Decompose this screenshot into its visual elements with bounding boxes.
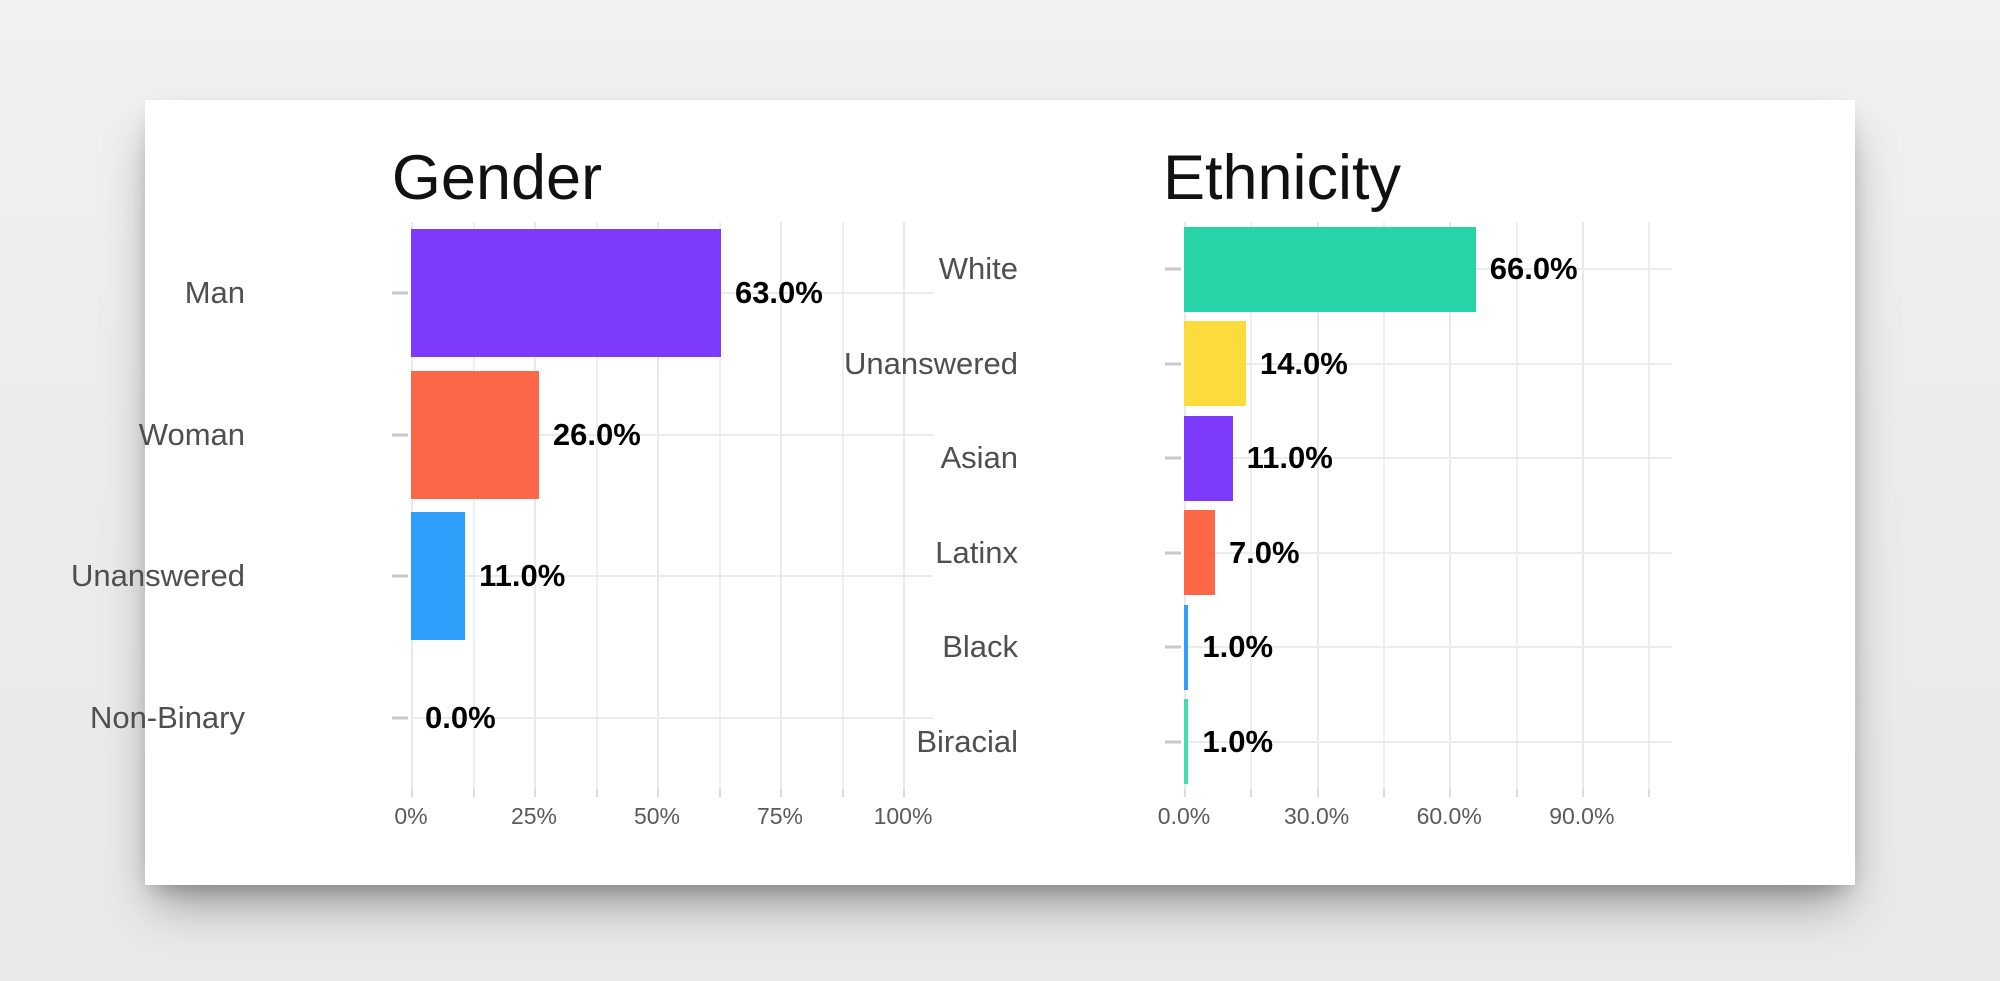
gridline-vertical (841, 222, 844, 789)
y-axis-tick (1165, 267, 1181, 271)
gridline-horizontal (1184, 457, 1672, 460)
bar-man (411, 228, 721, 357)
y-axis-tick (1165, 551, 1181, 555)
gridline-horizontal (411, 575, 933, 578)
gender-chart: Gender 0% 25% 50% 75% 100% Man 63.0% Woman 26.0%… (71, 100, 1855, 885)
value-label: 14.0% (1259, 345, 1348, 381)
gridline-horizontal (1184, 740, 1672, 743)
y-axis-tick (392, 433, 408, 437)
x-axis-tick-label: 0% (394, 803, 428, 829)
axis-tick (780, 789, 782, 797)
axis-tick (1250, 789, 1253, 797)
gridline-vertical (1184, 222, 1186, 789)
chart-title: Ethnicity (1162, 143, 1402, 213)
ethnicity-chart: Ethnicity 0.0% 30.0% 60.0% 90.0% White 66.0% U… (145, 100, 1855, 885)
category-label: Unanswered (70, 558, 245, 594)
gridline-horizontal (411, 433, 933, 436)
value-label: 1.0% (1202, 723, 1274, 759)
y-axis-tick (392, 574, 408, 578)
category-label: Non-Binary (89, 700, 245, 736)
category-label: White (938, 251, 1018, 287)
bar-woman (411, 370, 539, 499)
x-axis-tick-label: 50% (633, 803, 681, 829)
axis-tick (903, 789, 905, 797)
gridline-vertical (1648, 222, 1651, 789)
x-axis-tick-label: 75% (756, 803, 804, 829)
gridline-horizontal (1184, 646, 1672, 649)
value-label: 26.0% (552, 416, 641, 452)
x-axis-tick-label: 30.0% (1283, 803, 1350, 829)
axis-tick (657, 789, 659, 797)
axis-tick (841, 789, 844, 797)
bar-black (1184, 604, 1189, 690)
x-axis-tick-label: 100% (873, 803, 933, 829)
gridline-vertical (903, 222, 905, 789)
y-axis-tick (1165, 362, 1181, 366)
bar-asian (1184, 415, 1233, 501)
gridline-horizontal (1184, 362, 1672, 365)
charts-card: Gender 0% 25% 50% 75% 100% Man 63.0% Woman 26.0%… (71, 100, 1855, 885)
gridline-vertical (1250, 222, 1253, 789)
gridline-vertical (1449, 222, 1452, 789)
chart-title: Gender (391, 143, 603, 213)
axis-tick (472, 789, 475, 797)
bar-biracial (1184, 699, 1189, 785)
gridline-vertical (1515, 222, 1518, 789)
category-label: Asian (940, 440, 1018, 476)
value-label: 63.0% (734, 274, 823, 310)
x-axis-tick-label: 0.0% (1157, 803, 1211, 829)
gridline-vertical (1581, 222, 1584, 789)
value-label: 7.0% (1228, 534, 1300, 570)
gridline-vertical (718, 222, 721, 789)
axis-tick (1449, 789, 1452, 797)
axis-tick (1648, 789, 1651, 797)
gridline-vertical (472, 222, 475, 789)
axis-tick (534, 789, 536, 797)
gridline-vertical (657, 222, 659, 789)
axis-tick (411, 789, 413, 797)
x-axis-tick-label: 60.0% (1416, 803, 1482, 829)
bar-unanswered (1184, 321, 1246, 407)
plot-panel (1184, 222, 1672, 789)
bar-unanswered (411, 512, 466, 641)
gridline-vertical (780, 222, 782, 789)
y-axis-tick (392, 716, 408, 720)
category-label: Woman (138, 416, 245, 452)
gridline-vertical (1382, 222, 1385, 789)
y-axis-tick (1165, 740, 1181, 744)
bar-white (1184, 226, 1476, 312)
gridline-vertical (595, 222, 598, 789)
gridline-vertical (1316, 222, 1319, 789)
gridline-vertical (534, 222, 536, 789)
y-axis-tick (1165, 645, 1181, 649)
axis-tick (1581, 789, 1584, 797)
axis-tick (718, 789, 721, 797)
category-label: Biracial (916, 723, 1018, 759)
value-label: 11.0% (479, 558, 566, 594)
gridline-horizontal (1184, 551, 1672, 554)
y-axis-tick (392, 291, 408, 295)
gridline-horizontal (411, 717, 933, 720)
x-axis-tick-label: 90.0% (1549, 803, 1615, 829)
axis-tick (595, 789, 598, 797)
axis-tick (1515, 789, 1518, 797)
value-label: 66.0% (1489, 251, 1578, 287)
axis-tick (1316, 789, 1319, 797)
category-label: Unanswered (843, 345, 1018, 381)
axis-tick (1382, 789, 1385, 797)
category-label: Black (942, 629, 1018, 665)
category-label: Latinx (935, 534, 1018, 570)
value-label: 1.0% (1202, 629, 1274, 665)
category-label: Man (184, 274, 245, 310)
x-axis-tick-label: 25% (510, 803, 558, 829)
y-axis-tick (1165, 456, 1181, 460)
gridline-vertical (411, 222, 413, 789)
bar-latinx (1184, 510, 1215, 596)
axis-tick (1184, 789, 1186, 797)
value-label: 11.0% (1246, 440, 1333, 476)
value-label: 0.0% (425, 700, 496, 736)
